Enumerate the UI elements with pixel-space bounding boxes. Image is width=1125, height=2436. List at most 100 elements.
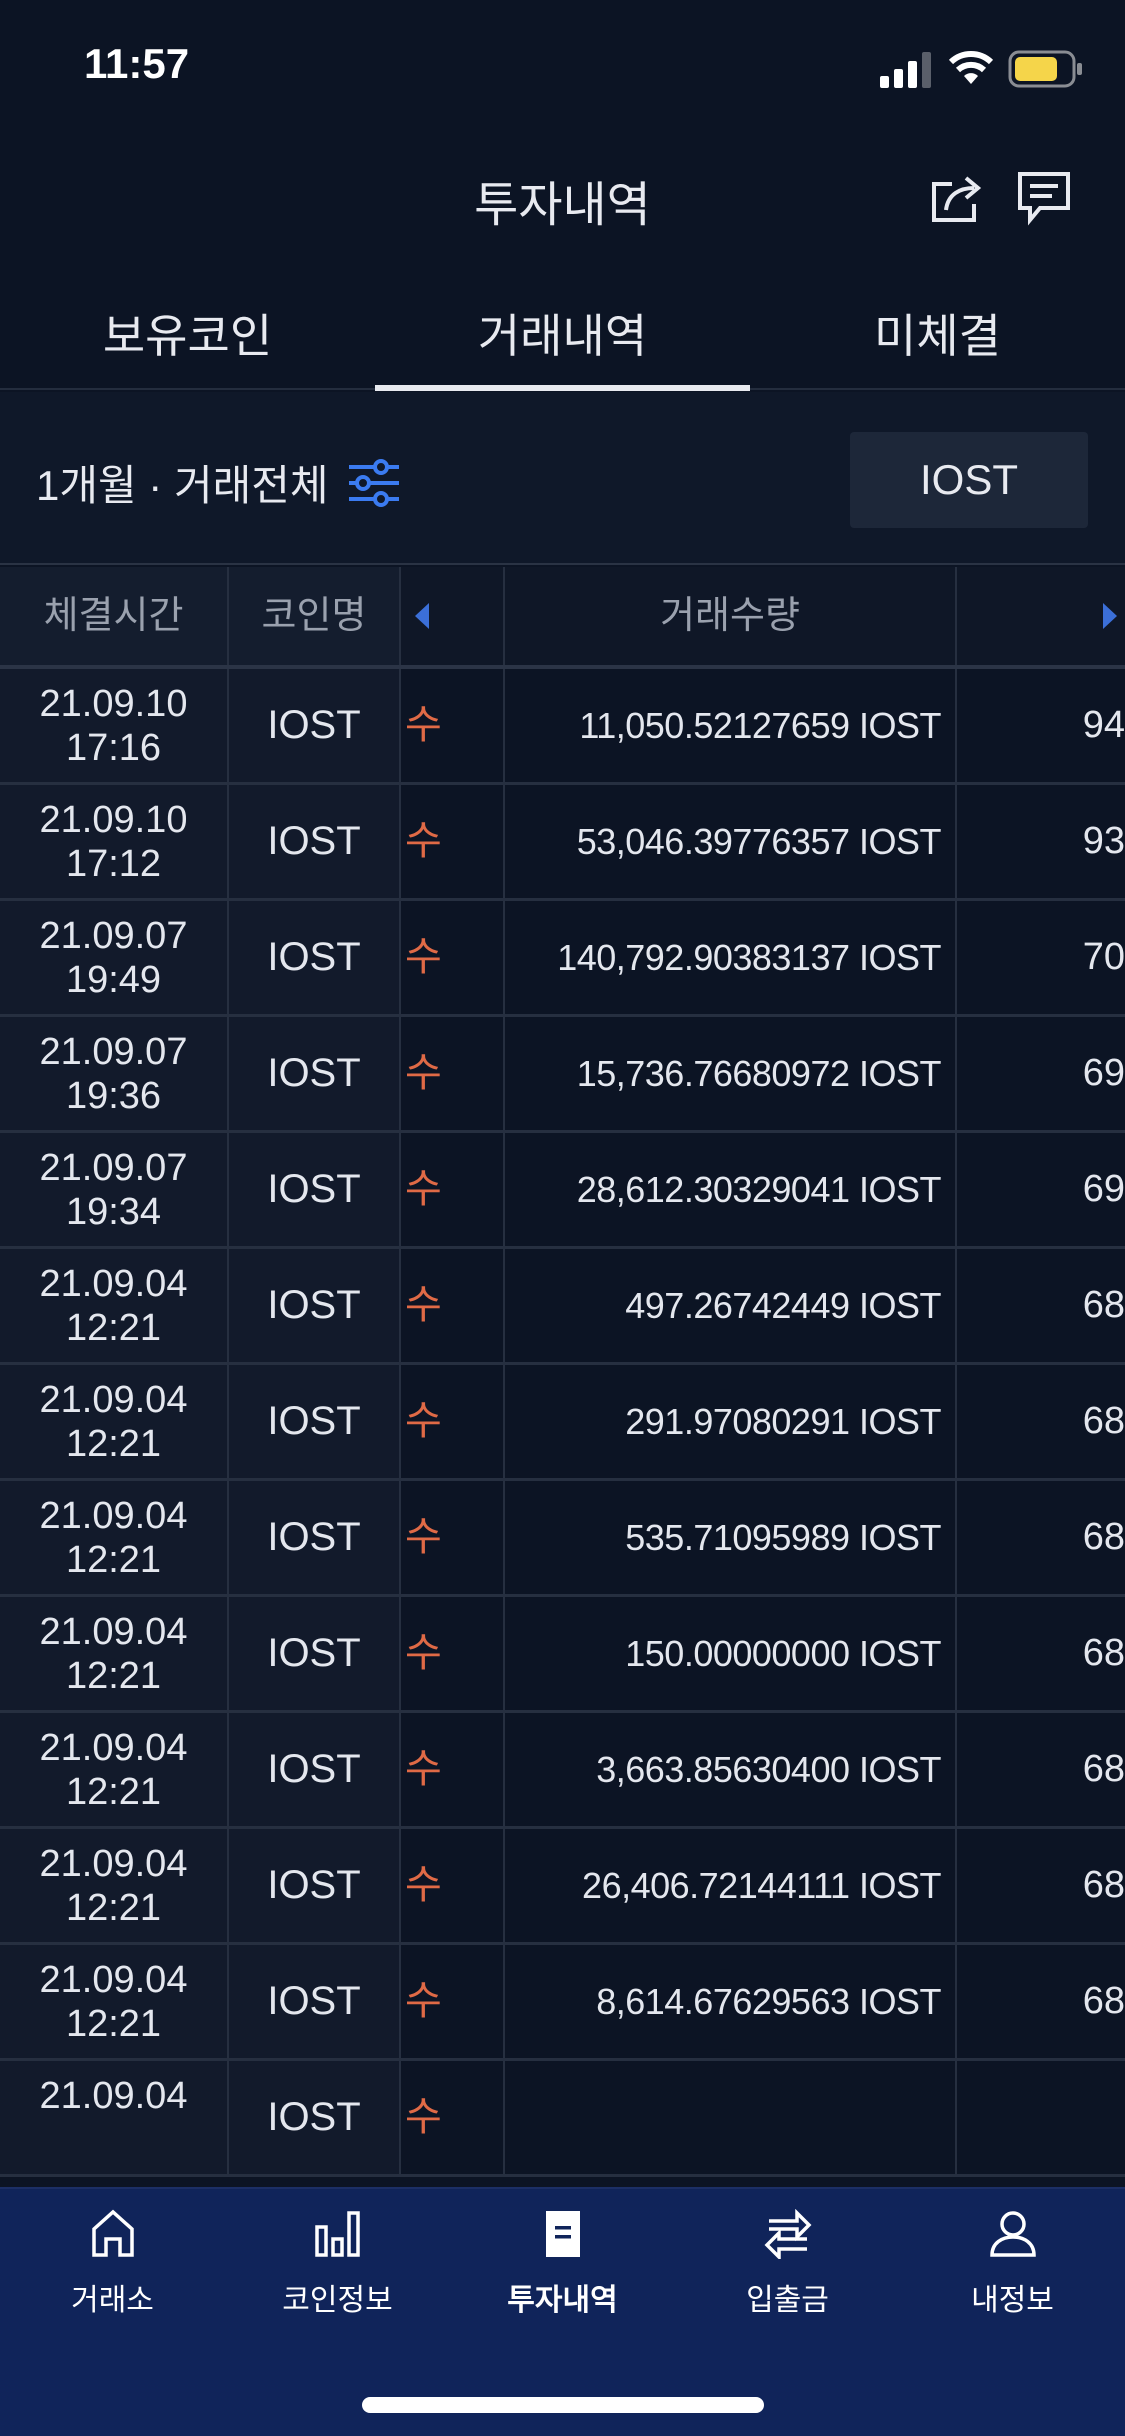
coin-cell: IOST — [229, 669, 401, 782]
amount-cell: 140,792.90383137 IOST — [505, 901, 957, 1014]
trade-type-cell: 수 — [401, 1829, 505, 1942]
trade-type-cell: 수 — [401, 1133, 505, 1246]
trade-date: 21.09.04 — [39, 1379, 188, 1421]
amount-cell: 3,663.85630400 IOST — [505, 1713, 957, 1826]
table-row[interactable]: 21.09.07 19:49 IOST 수 140,792.90383137 IOST 7… — [0, 901, 1125, 1017]
table-row[interactable]: 21.09.07 19:34 IOST 수 28,612.30329041 IOST 69 — [0, 1133, 1125, 1249]
trade-time: 12:21 — [65, 1887, 162, 1929]
document-icon — [545, 2211, 580, 2257]
trade-time: 17:12 — [65, 843, 162, 885]
bar-chart-icon — [314, 2211, 360, 2257]
exec-time-cell: 21.09.04 — [0, 2061, 229, 2174]
price-cell: 70 — [1082, 936, 1125, 978]
table-row[interactable]: 21.09.04 12:21 IOST 수 497.26742449 IOST 68 — [0, 1249, 1125, 1365]
scroll-right-icon[interactable] — [1097, 601, 1125, 631]
chat-icon[interactable] — [1016, 170, 1072, 226]
trade-date: 21.09.10 — [39, 683, 188, 725]
exec-time-cell: 21.09.04 12:21 — [0, 1481, 229, 1594]
table-row[interactable]: 21.09.10 17:12 IOST 수 53,046.39776357 IOST 93 — [0, 785, 1125, 901]
table-row[interactable]: 21.09.04 12:21 IOST 수 8,614.67629563 IOST 68 — [0, 1945, 1125, 2061]
nav-label: 입출금 — [746, 2284, 829, 2317]
table-row[interactable]: 21.09.04 12:21 IOST 수 535.71095989 IOST 68 — [0, 1481, 1125, 1597]
trade-date: 21.09.04 — [39, 1495, 188, 1537]
tab-pending[interactable]: 미체결 — [874, 310, 1001, 362]
trade-time: 12:21 — [65, 2003, 162, 2045]
amount-cell: 535.71095989 IOST — [505, 1481, 957, 1594]
exec-time-cell: 21.09.07 19:34 — [0, 1133, 229, 1246]
trade-type-cell: 수 — [401, 901, 505, 1014]
trade-table[interactable]: 21.09.10 17:16 IOST 수 11,050.52127659 IOST 94… — [0, 669, 1125, 2187]
col-price — [957, 567, 1125, 665]
nav-label: 내정보 — [971, 2284, 1054, 2317]
scroll-left-icon[interactable] — [409, 601, 439, 631]
trade-type-cell: 수 — [401, 669, 505, 782]
filter-button[interactable]: 1개월 · 거래전체 — [36, 452, 401, 513]
signal-icon — [880, 52, 931, 88]
coin-cell: IOST — [229, 1481, 401, 1594]
tab-holdings[interactable]: 보유코인 — [102, 310, 273, 362]
filter-label: 1개월 · 거래전체 — [36, 462, 329, 509]
trade-time: 19:34 — [65, 1191, 162, 1233]
nav-label: 투자내역 — [507, 2284, 618, 2317]
exec-time-cell: 21.09.04 12:21 — [0, 1365, 229, 1478]
status-time: 11:57 — [84, 40, 190, 87]
price-cell: 68 — [1082, 1284, 1125, 1326]
wifi-icon — [948, 51, 994, 84]
amount-cell: 8,614.67629563 IOST — [505, 1945, 957, 2058]
trade-date: 21.09.04 — [39, 1727, 188, 1769]
table-row[interactable]: 21.09.04 12:21 IOST 수 26,406.72144111 IOST 68 — [0, 1829, 1125, 1945]
coin-select-button[interactable]: IOST — [850, 432, 1088, 528]
price-cell: 68 — [1082, 1400, 1125, 1442]
trade-date: 21.09.04 — [39, 1263, 188, 1305]
nav-investment-history[interactable]: 투자내역 — [450, 2209, 675, 2319]
tab-bar: 보유코인 거래내역 미체결 — [0, 270, 1125, 391]
coin-cell: IOST — [229, 1017, 401, 1130]
exec-time-cell: 21.09.04 12:21 — [0, 1829, 229, 1942]
price-cell: 93 — [1082, 820, 1125, 862]
col-coin: 코인명 — [229, 567, 401, 665]
home-indicator — [362, 2397, 764, 2413]
table-row[interactable]: 21.09.07 19:36 IOST 수 15,736.76680972 IOST 69 — [0, 1017, 1125, 1133]
table-row[interactable]: 21.09.10 17:16 IOST 수 11,050.52127659 IOST 94 — [0, 669, 1125, 785]
table-row[interactable]: 21.09.04 12:21 IOST 수 3,663.85630400 IOST 68 — [0, 1713, 1125, 1829]
amount-cell: 291.97080291 IOST — [505, 1365, 957, 1478]
price-cell: 68 — [1082, 1748, 1125, 1790]
exec-time-cell: 21.09.04 12:21 — [0, 1597, 229, 1710]
col-type — [401, 567, 505, 665]
trade-type-cell: 수 — [401, 1945, 505, 2058]
trade-type-cell: 수 — [401, 2061, 505, 2174]
nav-label: 코인정보 — [282, 2284, 393, 2317]
header: 투자내역 — [0, 140, 1125, 250]
filter-sliders-icon — [348, 458, 399, 507]
amount-cell: 28,612.30329041 IOST — [505, 1133, 957, 1246]
table-row[interactable]: 21.09.04 12:21 IOST 수 291.97080291 IOST 68 — [0, 1365, 1125, 1481]
price-cell: 68 — [1082, 1864, 1125, 1906]
nav-exchange[interactable]: 거래소 — [0, 2209, 225, 2319]
transfer-arrows-icon — [764, 2209, 811, 2259]
tab-history[interactable]: 거래내역 — [477, 310, 648, 362]
share-icon[interactable] — [928, 170, 986, 226]
nav-deposit-withdraw[interactable]: 입출금 — [675, 2209, 900, 2319]
table-row[interactable]: 21.09.04 IOST 수 — [0, 2061, 1125, 2177]
nav-coin-info[interactable]: 코인정보 — [225, 2209, 450, 2319]
nav-label: 거래소 — [71, 2284, 154, 2317]
trade-time: 12:21 — [65, 1655, 162, 1697]
coin-cell: IOST — [229, 1597, 401, 1710]
coin-cell: IOST — [229, 2061, 401, 2174]
amount-cell: 15,736.76680972 IOST — [505, 1017, 957, 1130]
col-exec-time: 체결시간 — [0, 567, 229, 665]
amount-cell: 26,406.72144111 IOST — [505, 1829, 957, 1942]
trade-date: 21.09.07 — [39, 1147, 188, 1189]
active-tab-indicator — [375, 385, 750, 391]
trade-type-cell: 수 — [401, 1365, 505, 1478]
coin-cell: IOST — [229, 1713, 401, 1826]
bottom-nav: 거래소 코인정보 투자내역 입출금 내정보 — [0, 2187, 1125, 2436]
trade-time: 12:21 — [65, 1771, 162, 1813]
nav-my-info[interactable]: 내정보 — [900, 2209, 1125, 2319]
trade-time: 12:21 — [65, 1307, 162, 1349]
coin-cell: IOST — [229, 1829, 401, 1942]
trade-type-cell: 수 — [401, 1481, 505, 1594]
exec-time-cell: 21.09.04 12:21 — [0, 1945, 229, 2058]
trade-time: 12:21 — [65, 1423, 162, 1465]
table-row[interactable]: 21.09.04 12:21 IOST 수 150.00000000 IOST 68 — [0, 1597, 1125, 1713]
